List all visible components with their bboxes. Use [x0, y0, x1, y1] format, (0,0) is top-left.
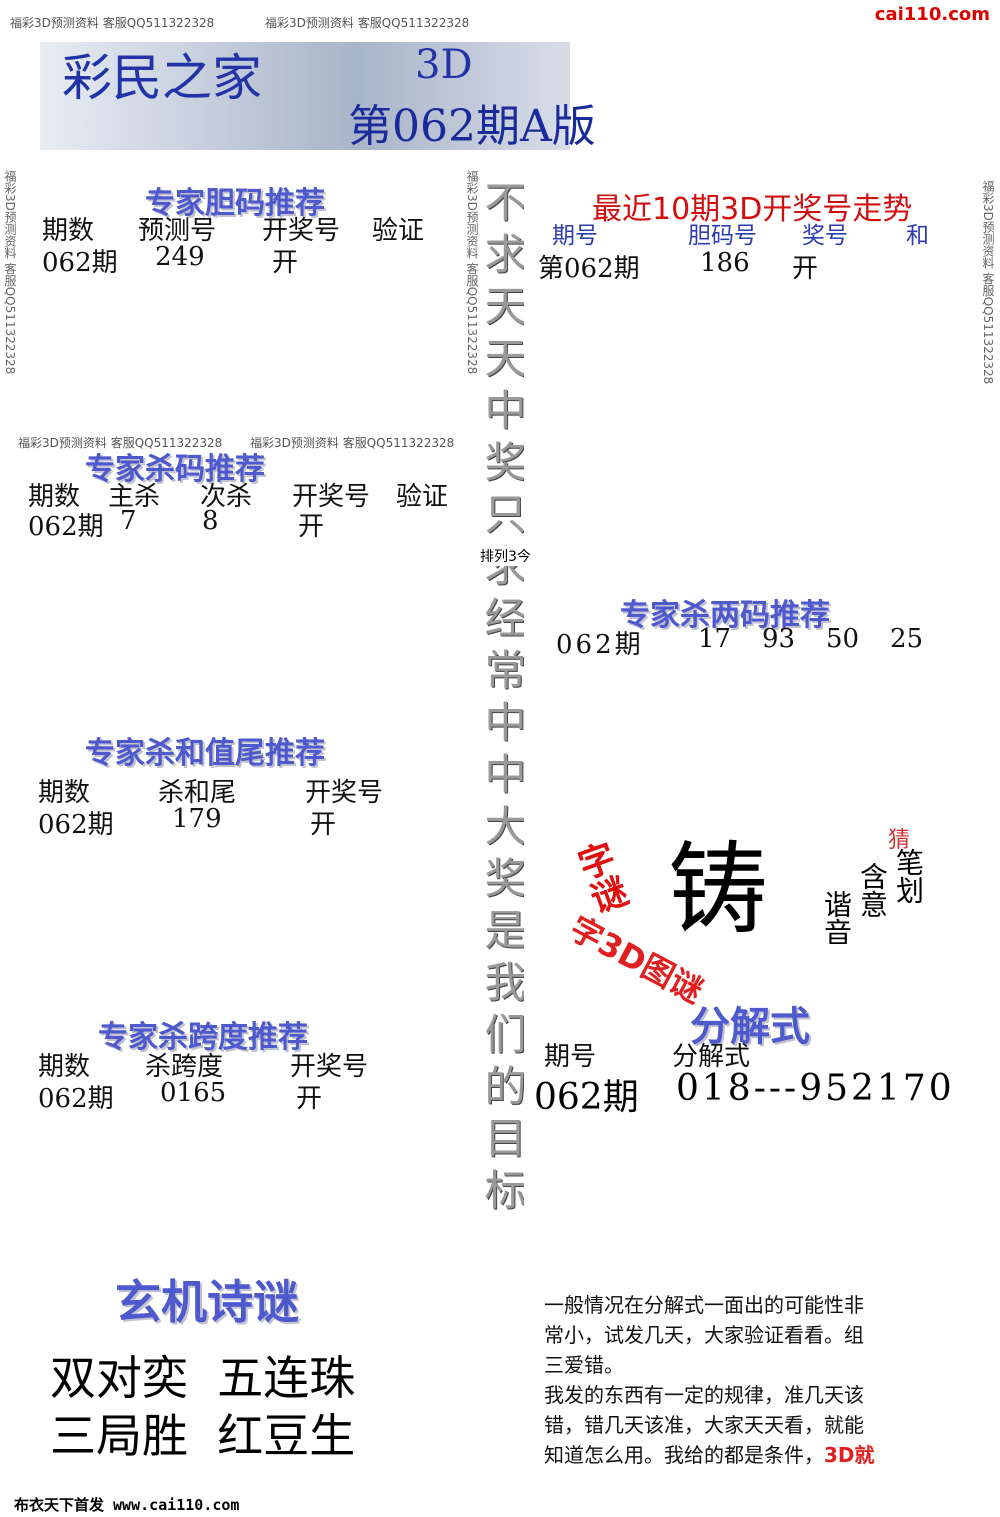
footer: 布衣天下首发 www.cai110.com	[14, 1496, 240, 1514]
cell: 8	[202, 506, 219, 536]
watermark: 福彩3D预测资料 客服QQ511322328	[10, 16, 215, 30]
note-text: 知道怎么用。我给的都是条件，	[544, 1443, 824, 1467]
col-header: 开奖号	[262, 216, 341, 246]
section-title: 专家杀码推荐	[85, 452, 265, 487]
cell: 062期	[42, 248, 118, 278]
col-header: 验证	[396, 482, 449, 512]
riddle-guess: 猜	[888, 828, 911, 853]
riddle-hint: 谐音	[820, 890, 853, 944]
col-header: 期数	[42, 216, 95, 246]
col-header: 期数	[38, 778, 91, 808]
note-line: 常小，试发几天，大家验证看看。组	[544, 1323, 864, 1347]
note-line: 知道怎么用。我给的都是条件，3D就	[544, 1440, 875, 1470]
cell: 17	[698, 624, 732, 654]
watermark: 福彩3D预测资料 客服QQ511322328	[18, 436, 223, 450]
poem-line: 三局胜 红豆生	[50, 1409, 356, 1463]
watermark: 福彩3D预测资料 客服QQ511322328	[3, 170, 17, 375]
header-banner	[40, 42, 570, 150]
section-title: 专家杀跨度推荐	[98, 1020, 308, 1055]
col-header: 奖号	[802, 223, 848, 249]
col-header: 期号	[552, 223, 598, 249]
cell: 249	[155, 242, 205, 272]
cell: 开	[296, 1084, 323, 1114]
watermark: 福彩3D预测资料 客服QQ511322328	[265, 16, 470, 30]
site-logo: cai110.com	[874, 4, 990, 25]
col-header: 杀和尾	[158, 778, 237, 808]
note-line: 错，错几天该准，大家天天看，就能	[544, 1413, 864, 1437]
cell: 018---952170	[676, 1068, 955, 1109]
section-title: 专家杀和值尾推荐	[85, 736, 325, 771]
col-header: 期数	[28, 482, 81, 512]
label: 排列3今	[480, 546, 531, 566]
note-line: 我发的东西有一定的规律，准几天该	[544, 1383, 864, 1407]
cell: 062期	[28, 512, 104, 542]
cell: 179	[172, 804, 222, 834]
col-header: 验证	[372, 216, 425, 246]
cell: 062期	[38, 810, 114, 840]
section-title: 分解式	[690, 1004, 810, 1050]
section-title: 最近10期3D开奖号走势	[592, 192, 913, 227]
issue: 第062期A版	[348, 101, 596, 152]
section-title: 专家杀两码推荐	[620, 598, 830, 633]
cell: 93	[762, 624, 796, 654]
watermark: 福彩3D预测资料 客服QQ511322328	[981, 180, 995, 385]
riddle-char: 铸	[668, 831, 768, 948]
col-header: 期号	[544, 1042, 597, 1072]
col-header: 预测号	[138, 216, 217, 246]
cell: 062期	[556, 630, 644, 660]
riddle-hint: 含意	[856, 862, 889, 918]
cell: 7	[120, 506, 137, 536]
note-line: 三爱错。	[544, 1353, 624, 1377]
col-header: 次杀	[200, 482, 253, 512]
watermark: 福彩3D预测资料 客服QQ511322328	[250, 436, 455, 450]
cell: 062期	[534, 1077, 639, 1118]
game: 3D	[415, 42, 473, 88]
note-line: 一般情况在分解式一面出的可能性非	[544, 1293, 864, 1317]
watermark: 福彩3D预测资料 客服QQ511322328	[465, 170, 479, 375]
col-header: 开奖号	[290, 1052, 369, 1082]
riddle-label: 字谜	[567, 836, 633, 920]
col-header: 和	[906, 223, 929, 249]
cell: 25	[890, 624, 924, 654]
section-title: 玄机诗谜	[115, 1275, 299, 1329]
slogan: 不求天天中奖只求经常中中大奖是我们的目标	[480, 180, 524, 1220]
col-header: 分解式	[672, 1042, 751, 1072]
cell: 0165	[160, 1078, 227, 1108]
note: 一般情况在分解式一面出的可能性非 常小，试发几天，大家验证看看。组 三爱错。 我…	[544, 1290, 875, 1470]
poem-line: 双对奕 五连珠	[50, 1351, 356, 1405]
cell: 开	[272, 248, 299, 278]
col-header: 杀跨度	[145, 1052, 224, 1082]
note-highlight: 3D就	[824, 1443, 875, 1467]
cell: 开	[298, 512, 325, 542]
brand: 彩民之家	[62, 49, 262, 107]
cell: 开	[310, 810, 337, 840]
col-header: 开奖号	[292, 482, 371, 512]
cell: 50	[826, 624, 860, 654]
col-header: 主杀	[108, 482, 161, 512]
riddle-hint: 笔划	[892, 848, 925, 904]
cell: 开	[792, 254, 819, 284]
cell: 186	[700, 248, 750, 278]
col-header: 开奖号	[305, 778, 384, 808]
cell: 第062期	[538, 254, 640, 284]
cell: 062期	[38, 1084, 114, 1114]
col-header: 期数	[38, 1052, 91, 1082]
col-header: 胆码号	[688, 223, 757, 249]
section-title: 专家胆码推荐	[145, 186, 325, 221]
